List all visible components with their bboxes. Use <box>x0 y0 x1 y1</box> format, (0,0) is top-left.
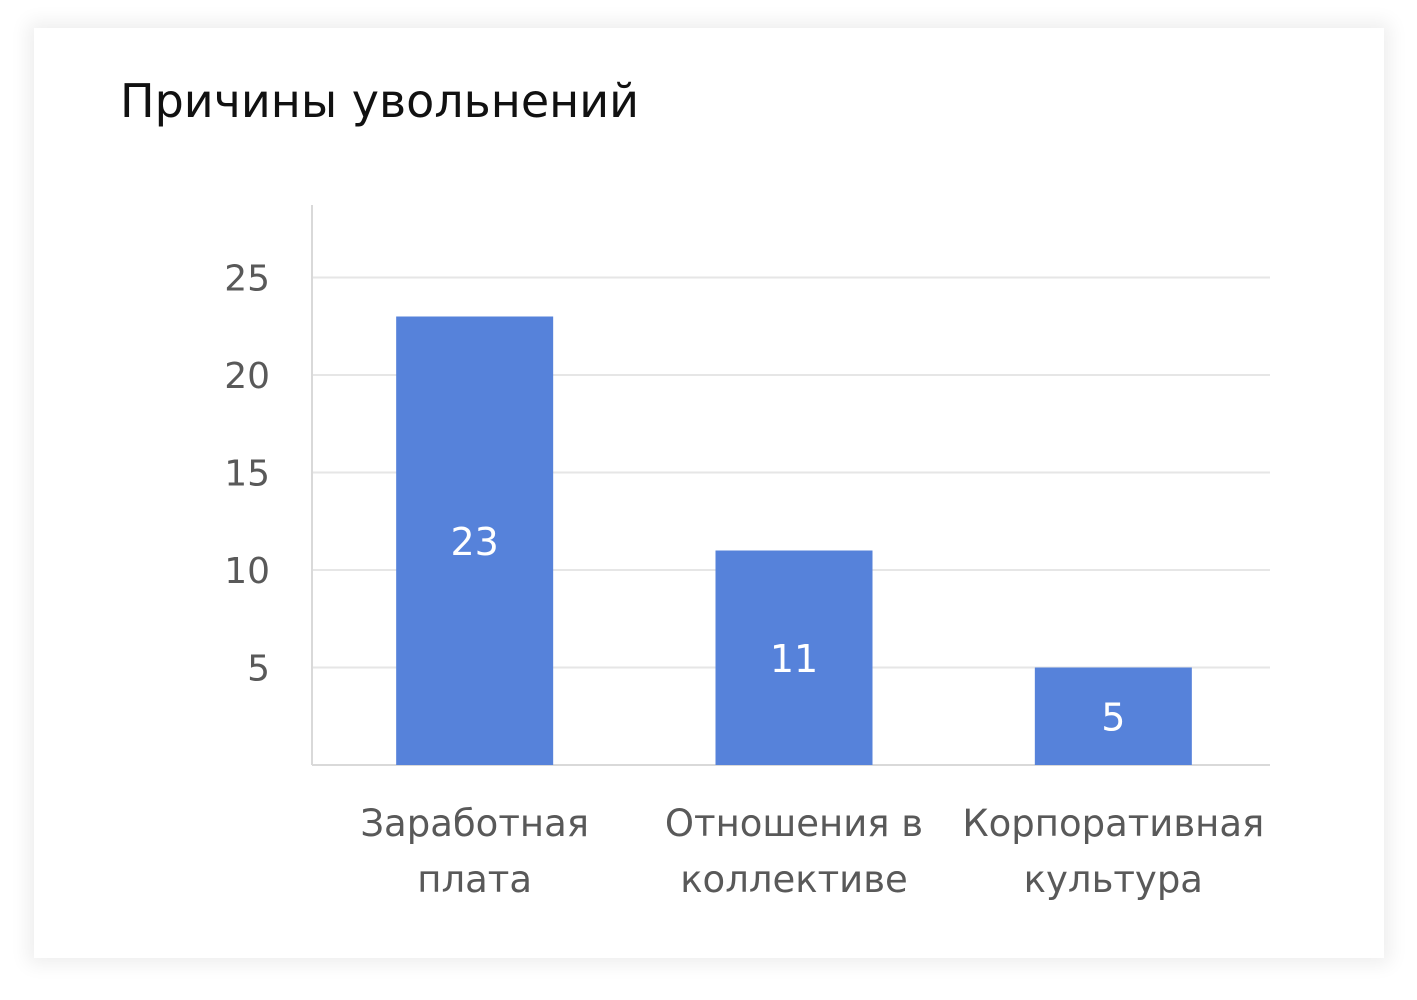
x-tick-label: плата <box>417 858 532 901</box>
y-tick-label: 20 <box>224 356 270 397</box>
data-label: 11 <box>770 637 818 681</box>
data-label: 23 <box>450 520 498 564</box>
chart-card <box>34 28 1384 958</box>
y-tick-label: 15 <box>224 454 270 495</box>
y-tick-label: 5 <box>247 649 270 690</box>
x-tick-label: Корпоративная <box>962 802 1264 845</box>
bars <box>396 316 1192 765</box>
x-tick-label: Заработная <box>360 802 589 845</box>
bar <box>715 550 873 765</box>
y-tick-label: 10 <box>224 551 270 592</box>
y-tick-labels: 5 10 15 20 25 <box>224 259 270 690</box>
bar <box>396 316 554 765</box>
x-tick-label: Отношения в <box>665 802 923 845</box>
data-labels: 23 11 5 <box>450 520 1125 740</box>
x-tick-labels: Заработная плата Отношения в коллективе Корп… <box>360 802 1264 901</box>
x-tick-label: коллективе <box>680 858 908 901</box>
x-tick-label: культура <box>1024 858 1203 901</box>
y-tick-label: 25 <box>224 259 270 300</box>
data-label: 5 <box>1101 695 1125 739</box>
chart-title: Причины увольнений <box>120 74 640 128</box>
bar <box>1034 667 1192 765</box>
